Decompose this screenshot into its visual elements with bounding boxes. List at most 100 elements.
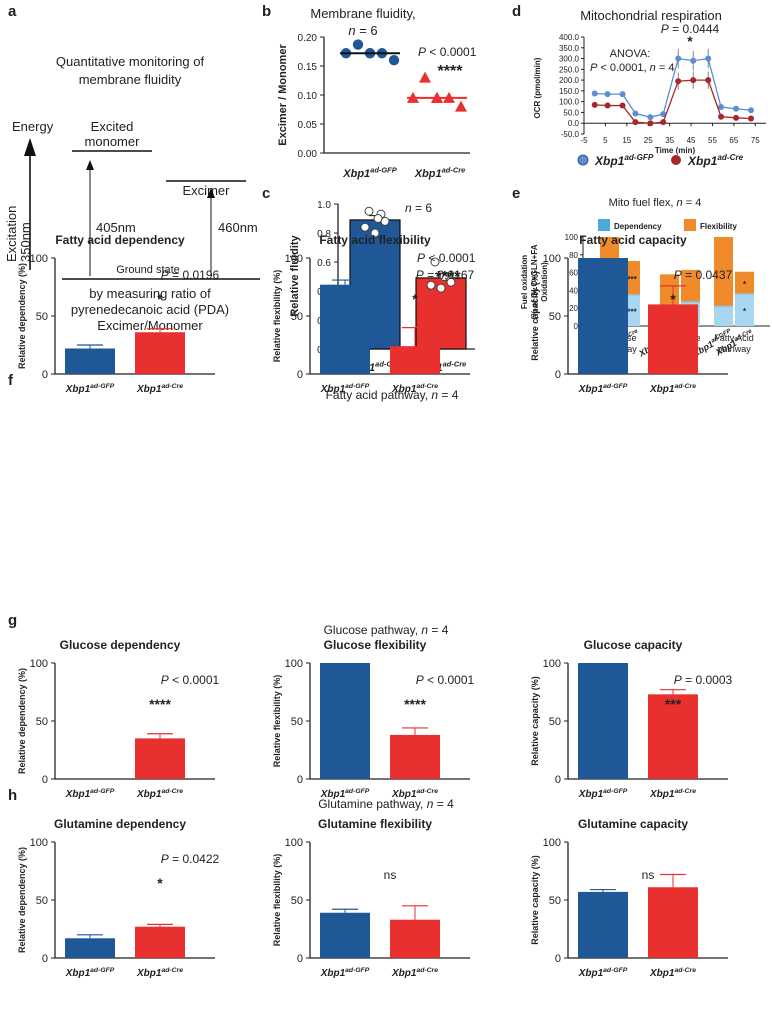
panel-h3-ytick-label-2: 100 <box>543 837 561 849</box>
panel-d-legend-cre-sup: ad-Cre <box>717 153 743 162</box>
panel-d-point-1-10 <box>733 114 740 121</box>
panel-h1-pvalue: P = 0.0422 <box>161 852 220 866</box>
panel-g1-ytick-label-0: 0 <box>42 774 48 786</box>
panel-d-ytick-label-6: 250.0 <box>559 65 580 74</box>
panel-h1-bar-1 <box>135 926 185 958</box>
panel-b-stars: **** <box>438 63 464 80</box>
panel-f2-xlabel-0: Xbp1ad-GFP <box>320 383 370 395</box>
panel-c-point-1-3 <box>426 280 436 290</box>
panel-d-point-1-1 <box>604 102 611 109</box>
panel-d-point-0-11 <box>748 107 755 114</box>
panel-d-ylabel: OCR (pmol/min) <box>533 57 542 118</box>
panel-f3-xlabel-0-sup: ad-GFP <box>603 383 628 390</box>
panel-d-legend-cre-base: Xbp1 <box>687 154 718 168</box>
excitation-label-line2: 350nm <box>18 222 33 262</box>
panel-d-ytick-label-7: 300.0 <box>559 55 580 64</box>
panel-g3-ytick-label-2: 100 <box>543 658 561 670</box>
panel-f2-bar-0 <box>320 284 370 374</box>
panel-c-ytick-label-4: 0.8 <box>317 229 331 240</box>
panel-g2-title: Glucose flexibility <box>324 638 427 652</box>
panel-c-n: n = 6 <box>405 201 432 215</box>
panel-f1-xlabel-0-sup: ad-GFP <box>90 383 115 390</box>
panel-h1-title: Glutamine dependency <box>54 817 186 831</box>
panel-d-point-0-4 <box>647 114 654 121</box>
panel-d-point-1-8 <box>705 77 712 84</box>
panel-f2-ytick-label-1: 50 <box>291 311 303 323</box>
row-f-title-text: Fatty acid pathway, <box>326 388 432 402</box>
panel-h2-xlabel-0: Xbp1ad-GFP <box>320 967 370 979</box>
panel-g2-xlabel-0-base: Xbp1 <box>320 789 346 800</box>
panel-e-dep-4 <box>714 306 733 326</box>
panel-h2-xlabel-1: Xbp1ad-Cre <box>391 967 438 979</box>
row-f-title: Fatty acid pathway, n = 4 <box>326 388 459 402</box>
panel-d-xtick-label-2: 15 <box>622 136 631 145</box>
panel-h2-xlabel-0-base: Xbp1 <box>320 968 346 979</box>
panel-h2-title: Glutamine flexibility <box>318 817 432 831</box>
excimer-label: Excimer <box>183 183 231 198</box>
panel-b-pvalue: P < 0.0001 <box>418 45 477 59</box>
panel-b-ytick-label-1: 0.05 <box>298 120 318 131</box>
panel-f1-ytick-label-0: 0 <box>42 369 48 381</box>
row-g-title-n: n <box>421 623 428 637</box>
panel-h1-pvalue-value: = 0.0422 <box>169 852 220 866</box>
panel-d-ytick-label-1: 0.0 <box>568 119 580 128</box>
panel-d-pvalue-symbol: P <box>661 22 669 36</box>
panel-e-ytick-label-3: 60 <box>569 269 578 278</box>
panel-g1-ylabel: Relative dependency (%) <box>17 668 27 774</box>
panel-a-diagram: a Quantitative monitoring of membrane fl… <box>4 3 260 333</box>
panel-g3-xlabel-0: Xbp1ad-GFP <box>578 788 628 800</box>
panel-d-ytick-label-5: 200.0 <box>559 76 580 85</box>
panel-f2-title: Fatty acid flexibility <box>319 233 431 247</box>
panel-a-title-line1: Quantitative monitoring of <box>56 54 205 69</box>
panel-g2-ytick-label-1: 50 <box>291 716 303 728</box>
panel-d-xtick-label-0: -5 <box>580 136 588 145</box>
panel-f3-xlabel-1: Xbp1ad-Cre <box>649 383 696 395</box>
panel-d-series-line-1 <box>594 79 752 124</box>
panel-g2-bar-1 <box>390 734 440 779</box>
monomer-wavelength: 405nm <box>96 220 136 235</box>
panel-f2-xlabel-0-base: Xbp1 <box>320 384 346 395</box>
panel-h2-stars: ns <box>384 868 397 882</box>
panel-h1-xlabel-1: Xbp1ad-Cre <box>136 967 183 979</box>
panel-e-stars-dep-1: **** <box>624 307 637 316</box>
panel-e-label: e <box>512 185 520 202</box>
panel-d-ytick-label-3: 100.0 <box>559 98 580 107</box>
panel-e-group-2-line2: pathway <box>717 344 751 354</box>
panel-d-point-1-7 <box>690 77 697 84</box>
panel-d-line: d Mitochondrial respiration -50.0 0.0 50.010… <box>512 3 766 168</box>
panel-f2-ylabel: Relative flexibility (%) <box>272 270 282 363</box>
panel-d-anova-sep: , <box>644 62 650 74</box>
panel-c-ytick-label-3: 0.6 <box>317 258 331 269</box>
panel-e-ytick-label-0: 0 <box>574 322 579 331</box>
panel-h1-ytick-label-1: 50 <box>36 895 48 907</box>
panel-h3-bar-0 <box>578 891 628 958</box>
panel-d-xlabel: Time (min) <box>655 146 696 155</box>
panel-g3-xlabel-1: Xbp1ad-Cre <box>649 788 696 800</box>
panel-f1-xlabel-0-base: Xbp1 <box>65 384 91 395</box>
panel-d-title: Mitochondrial respiration <box>580 8 722 23</box>
panel-b-ytick-label-3: 0.15 <box>298 62 318 73</box>
panel-c-pvalue: P < 0.0001 <box>417 251 476 265</box>
panel-e-ytick-label-2: 40 <box>569 286 578 295</box>
panel-f3-pvalue-symbol: P <box>674 268 682 282</box>
panel-g3-title: Glucose capacity <box>584 638 683 652</box>
panel-g3-pvalue-symbol: P <box>674 673 682 687</box>
panel-f3-bar-0 <box>578 258 628 374</box>
panel-f3-ylabel: Relative capacity (%) <box>530 271 540 361</box>
panel-f3-bar-1 <box>648 304 698 374</box>
panel-b-xlabel-cre-sup: ad-Cre <box>442 166 466 175</box>
panel-d-point-1-9 <box>718 113 725 120</box>
panel-e-legend-flex-swatch <box>684 219 696 231</box>
row-f-title-n: n <box>431 388 438 402</box>
panel-g1-ytick-label-1: 50 <box>36 716 48 728</box>
panel-g3-ytick-label-1: 50 <box>549 716 561 728</box>
panel-h3-bar-1 <box>648 887 698 958</box>
row-g-title: Glucose pathway, n = 4 <box>324 623 449 637</box>
panel-f1-pvalue-symbol: P <box>161 268 169 282</box>
panel-f2-xlabel-1: Xbp1ad-Cre <box>391 383 438 395</box>
panel-f2-pvalue: P = 0.0167 <box>416 268 475 282</box>
